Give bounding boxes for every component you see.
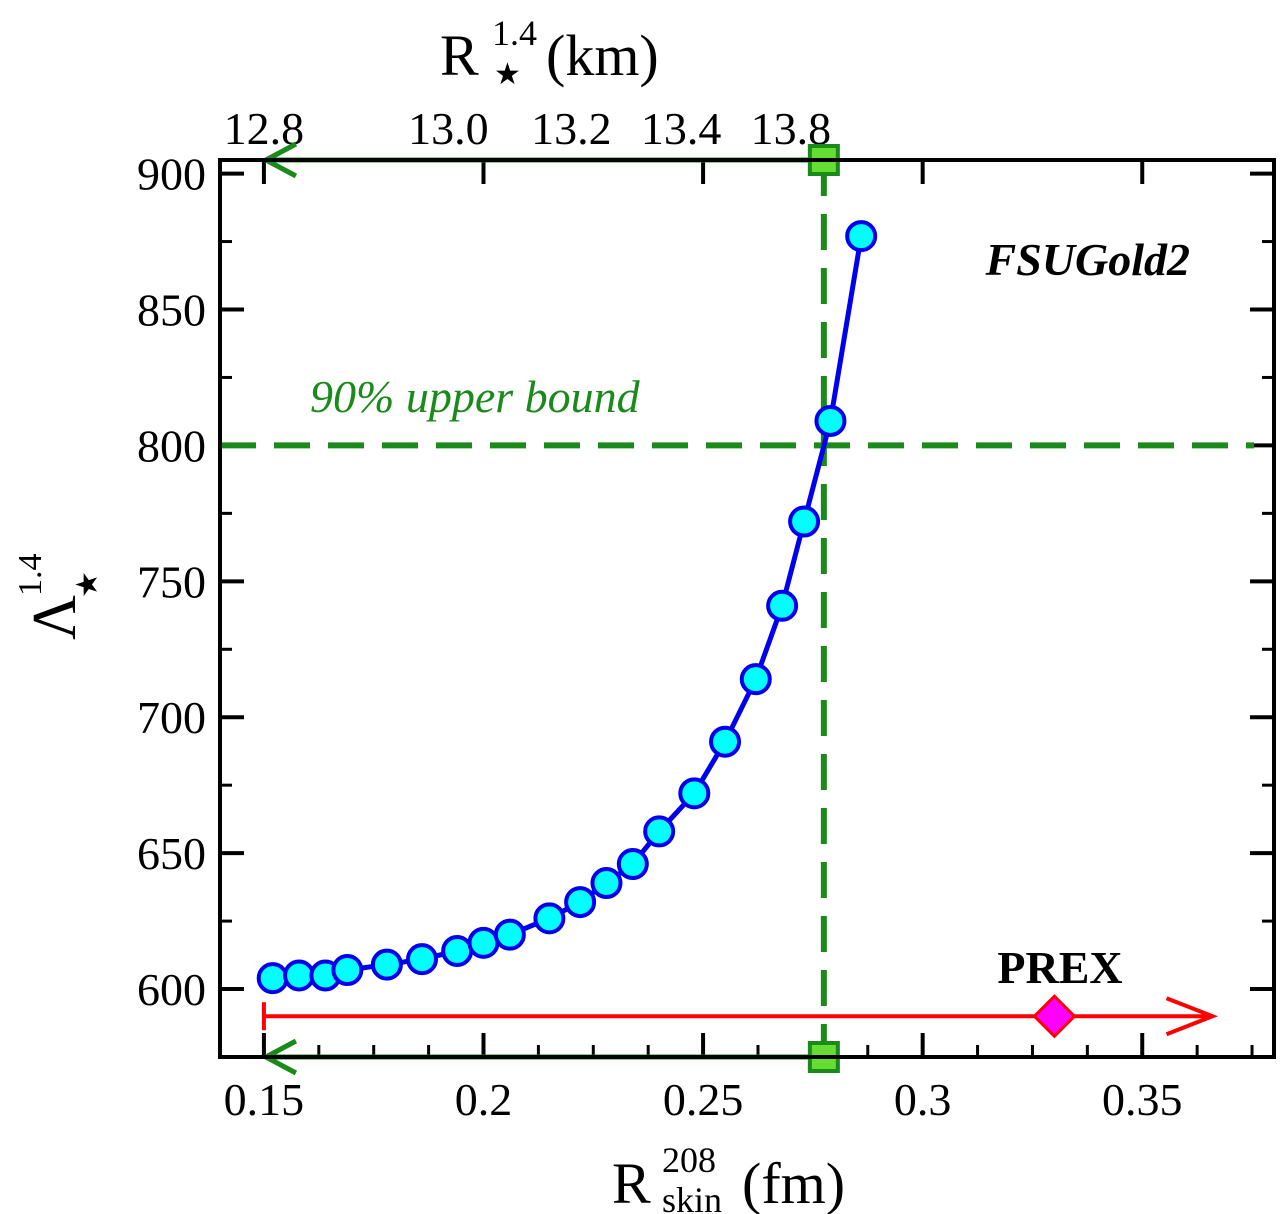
y-axis-title: Λ 1.4 ★ (12, 554, 104, 641)
y-axis-title-sub: ★ (71, 571, 104, 598)
data-point (331, 954, 364, 987)
x-axis-title-main: R (612, 1151, 651, 1214)
x-tick-label: 0.3 (894, 1074, 952, 1125)
data-point (709, 725, 742, 758)
y-axis-title-main: Λ (21, 595, 89, 640)
x-tick-label: 0.15 (224, 1074, 305, 1125)
y-tick-label: 750 (137, 556, 206, 607)
data-point (616, 848, 649, 881)
x-tick-label: 0.25 (663, 1074, 744, 1125)
data-point (814, 404, 847, 437)
data-point (788, 505, 821, 538)
x2-tick-label: 13.4 (641, 103, 722, 154)
data-point (678, 777, 711, 810)
x2-axis-title-unit: (km) (546, 23, 659, 88)
y-axis-title-sup: 1.4 (12, 554, 49, 597)
data-point (845, 220, 878, 253)
x2-tick-label: 13.0 (408, 103, 489, 154)
data-point (441, 934, 474, 967)
data-point (766, 589, 799, 622)
x-axis-title-unit: (fm) (742, 1151, 845, 1214)
upper-bound-label: 90% upper bound (310, 371, 641, 422)
x-axis-title: R (612, 1151, 651, 1214)
x2-axis-title-sub: ★ (494, 58, 521, 91)
x-axis-title-sup: 208 (662, 1140, 716, 1180)
data-point (406, 943, 439, 976)
data-point (533, 902, 566, 935)
data-point (370, 948, 403, 981)
data-point (643, 815, 676, 848)
plot-frame (218, 158, 1276, 1059)
prex-label: PREX (997, 942, 1122, 993)
x2-axis-title-sup: 1.4 (492, 13, 537, 53)
data-point (493, 918, 526, 951)
model-label: FSUGold2 (985, 234, 1190, 285)
y-tick-label: 600 (137, 964, 206, 1015)
prex-arrowhead (1165, 996, 1219, 1037)
y-tick-label: 850 (137, 285, 206, 336)
data-point (590, 867, 623, 900)
data-point (467, 926, 500, 959)
x-axis-title-sub: skin (662, 1180, 722, 1214)
y-tick-label: 900 (137, 149, 206, 200)
x-tick-label: 0.35 (1102, 1074, 1183, 1125)
data-point (564, 886, 597, 919)
data-point (256, 962, 289, 995)
prex-diamond-marker (1032, 994, 1077, 1039)
data-point (283, 959, 316, 992)
data-point (739, 663, 772, 696)
series-layer (256, 220, 878, 995)
y-tick-label: 800 (137, 420, 206, 471)
y-tick-label: 650 (137, 828, 206, 879)
y-tick-label: 700 (137, 692, 206, 743)
x2-axis-title-main: R (440, 23, 479, 88)
x2-tick-label: 13.2 (531, 103, 612, 154)
prex-layer (261, 994, 1219, 1039)
x-tick-label: 0.2 (455, 1074, 513, 1125)
